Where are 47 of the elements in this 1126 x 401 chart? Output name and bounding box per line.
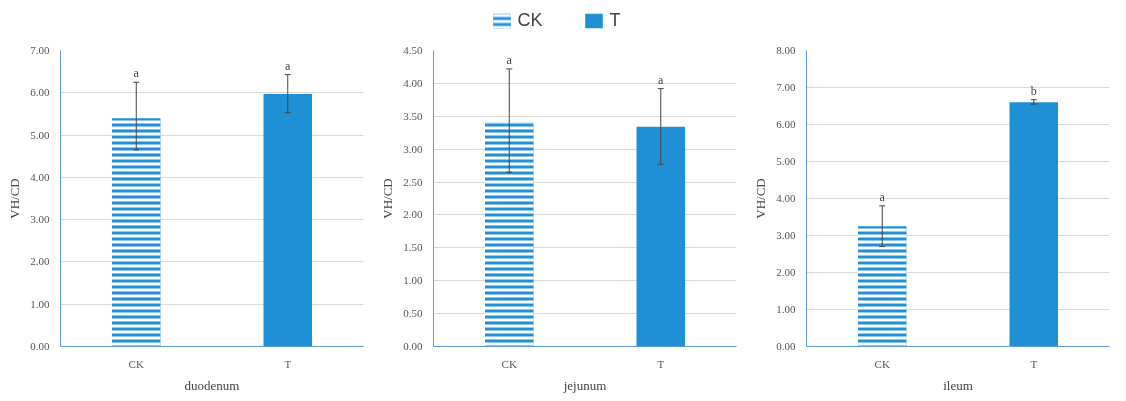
y-tick-label: 6.00 <box>30 86 50 99</box>
annotation: a <box>506 52 513 67</box>
y-tick-label: 5.00 <box>30 128 50 141</box>
annotation: a <box>285 58 292 73</box>
y-tick-label: 3.00 <box>30 213 50 226</box>
y-tick-label: 1.00 <box>30 297 50 310</box>
y-axis-title: VH/CD <box>7 178 23 219</box>
y-tick-label: 0.00 <box>30 340 50 352</box>
x-tick-label: T <box>1030 357 1038 370</box>
y-tick-label: 3.00 <box>776 229 796 241</box>
annotation: a <box>658 72 665 87</box>
legend-label: CK <box>517 9 543 31</box>
x-axis-title: duodenum <box>184 377 240 393</box>
y-tick-label: 8.00 <box>776 44 796 56</box>
y-tick-label: 2.00 <box>30 255 50 268</box>
y-tick-label: 5.00 <box>776 155 796 167</box>
y-tick-label: 4.50 <box>403 44 423 56</box>
x-tick-label: CK <box>128 357 144 370</box>
y-tick-label: 1.50 <box>403 241 423 254</box>
y-axis-title: VH/CD <box>380 178 396 219</box>
y-tick-label: 4.00 <box>30 170 50 183</box>
y-tick-label: 4.00 <box>403 76 423 89</box>
y-tick-label: 2.50 <box>403 175 423 188</box>
y-tick-label: 0.50 <box>403 307 423 320</box>
x-tick-label: CK <box>874 357 890 370</box>
y-tick-label: 3.50 <box>403 109 423 122</box>
y-tick-label: 7.00 <box>30 44 50 56</box>
y-tick-label: 0.00 <box>403 340 423 352</box>
annotation: b <box>1030 83 1037 98</box>
y-tick-label: 6.00 <box>776 118 796 130</box>
x-axis-title: jejunum <box>562 377 607 393</box>
x-axis-title: ileum <box>943 377 973 393</box>
y-tick-label: 0.00 <box>776 340 796 352</box>
legend-label: T <box>609 9 622 31</box>
y-tick-label: 3.00 <box>403 142 423 155</box>
y-tick-label: 4.00 <box>776 192 796 204</box>
x-tick-label: CK <box>501 357 517 370</box>
y-tick-label: 1.00 <box>776 303 796 315</box>
x-tick-label: T <box>284 357 292 370</box>
y-tick-label: 2.00 <box>403 208 423 221</box>
y-axis-title: VH/CD <box>753 178 769 219</box>
annotation: a <box>879 189 886 204</box>
x-tick-label: T <box>657 357 665 370</box>
annotation: a <box>133 66 140 81</box>
y-tick-label: 1.00 <box>403 274 423 287</box>
y-tick-label: 2.00 <box>776 266 796 278</box>
y-tick-label: 7.00 <box>776 81 796 93</box>
